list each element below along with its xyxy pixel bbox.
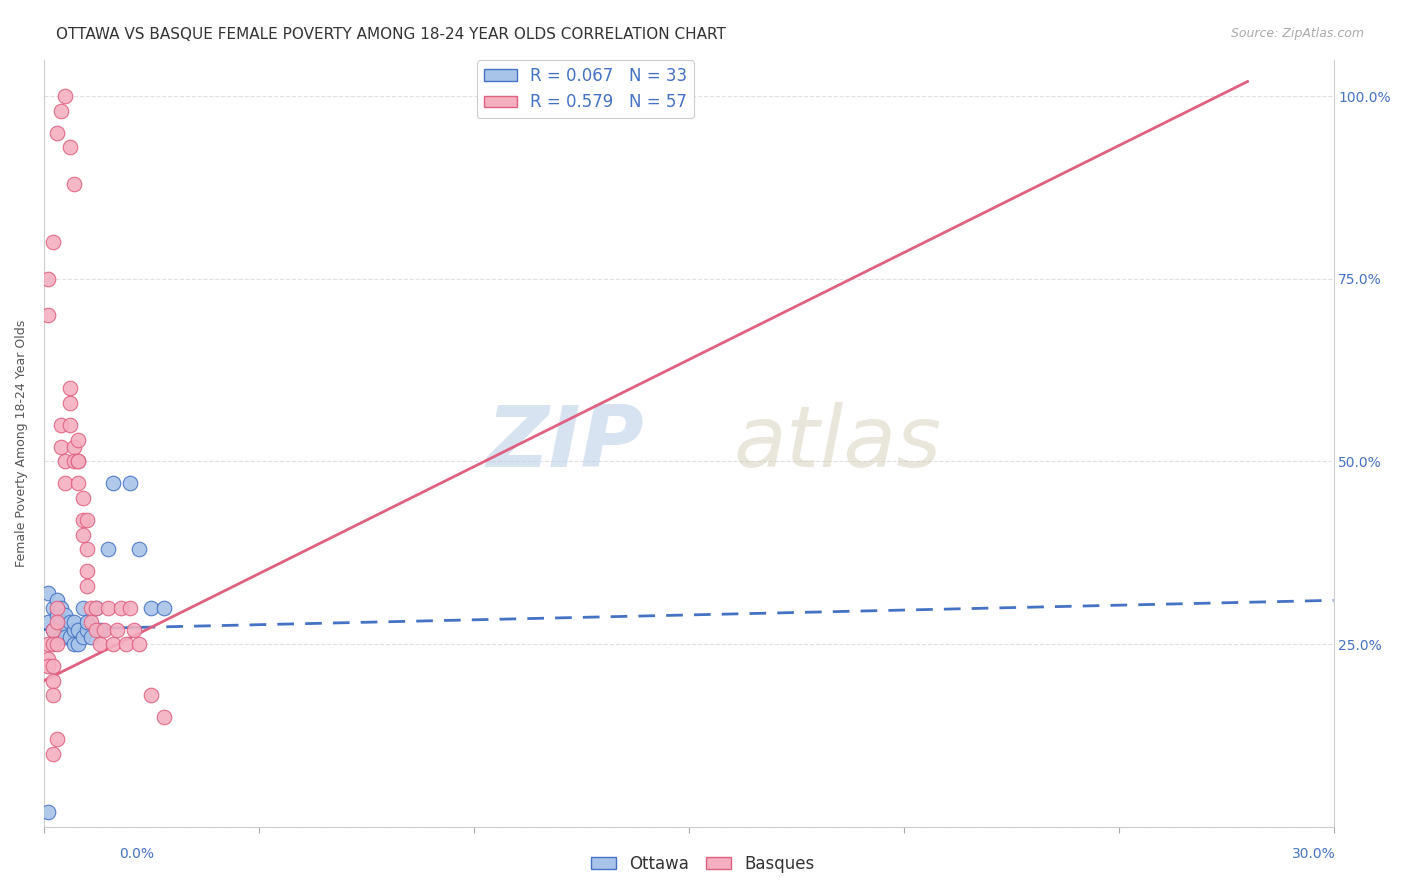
Point (89, 623, 111, 637)
Text: 30.0%: 30.0% (1292, 847, 1336, 861)
Point (37, 309, 59, 323)
Point (72, 630, 94, 644)
Text: atlas: atlas (734, 401, 942, 484)
Point (153, 600, 176, 615)
Point (45, 615, 67, 630)
Point (59, 630, 82, 644)
Point (153, 710, 176, 724)
Point (45, 593, 67, 607)
Point (55, 623, 77, 637)
Point (93, 623, 115, 637)
Point (76, 579, 98, 593)
Point (59, 396, 82, 410)
Point (51, 103, 73, 118)
Point (67, 454, 90, 468)
Point (45, 607, 67, 622)
Point (41, 659, 63, 673)
Point (55, 89, 77, 103)
Point (63, 623, 86, 637)
Point (45, 637, 67, 651)
Point (114, 637, 136, 651)
Point (72, 491, 94, 505)
Point (37, 637, 59, 651)
Point (37, 272, 59, 286)
Point (72, 600, 94, 615)
Point (72, 513, 94, 527)
Point (67, 433, 90, 447)
Point (55, 454, 77, 468)
Point (80, 630, 103, 644)
Point (97, 542, 120, 557)
Point (80, 600, 103, 615)
Point (55, 630, 77, 644)
Legend: Ottawa, Basques: Ottawa, Basques (585, 848, 821, 880)
Point (141, 600, 163, 615)
Point (84, 600, 107, 615)
Point (63, 615, 86, 630)
Point (59, 140, 82, 154)
Point (41, 623, 63, 637)
Point (118, 600, 141, 615)
Point (55, 476, 77, 491)
Point (41, 673, 63, 688)
Point (84, 600, 107, 615)
Point (97, 600, 120, 615)
Point (59, 417, 82, 432)
Point (59, 615, 82, 630)
Point (76, 564, 98, 578)
Point (55, 607, 77, 622)
Point (45, 732, 67, 747)
Point (76, 513, 98, 527)
Legend: R = 0.067   N = 33, R = 0.579   N = 57: R = 0.067 N = 33, R = 0.579 N = 57 (477, 61, 695, 118)
Point (37, 615, 59, 630)
Point (37, 586, 59, 600)
Point (45, 600, 67, 615)
Point (51, 630, 73, 644)
Text: OTTAWA VS BASQUE FEMALE POVERTY AMONG 18-24 YEAR OLDS CORRELATION CHART: OTTAWA VS BASQUE FEMALE POVERTY AMONG 18… (56, 27, 725, 42)
Point (67, 637, 90, 651)
Point (41, 689, 63, 703)
Point (45, 126, 67, 140)
Point (63, 454, 86, 468)
Point (51, 600, 73, 615)
Y-axis label: Female Poverty Among 18-24 Year Olds: Female Poverty Among 18-24 Year Olds (15, 319, 28, 566)
Text: Source: ZipAtlas.com: Source: ZipAtlas.com (1230, 27, 1364, 40)
Point (63, 440, 86, 454)
Point (37, 805, 59, 820)
Point (63, 637, 86, 651)
Point (63, 177, 86, 191)
Point (101, 476, 124, 491)
Point (76, 623, 98, 637)
Point (37, 659, 59, 673)
Point (41, 637, 63, 651)
Point (80, 615, 103, 630)
Point (41, 235, 63, 250)
Point (128, 637, 150, 651)
Point (67, 623, 90, 637)
Text: 0.0%: 0.0% (120, 847, 155, 861)
Point (101, 637, 124, 651)
Point (76, 615, 98, 630)
Point (84, 623, 107, 637)
Point (51, 417, 73, 432)
Point (122, 623, 145, 637)
Point (41, 600, 63, 615)
Point (141, 689, 163, 703)
Point (51, 615, 73, 630)
Point (128, 542, 150, 557)
Point (72, 527, 94, 541)
Point (118, 476, 141, 491)
Text: ZIP: ZIP (486, 401, 644, 484)
Point (76, 542, 98, 557)
Point (59, 381, 82, 395)
Point (110, 600, 132, 615)
Point (37, 652, 59, 666)
Point (41, 747, 63, 761)
Point (67, 454, 90, 468)
Point (105, 623, 128, 637)
Point (89, 637, 111, 651)
Point (51, 440, 73, 454)
Point (41, 623, 63, 637)
Point (67, 476, 90, 491)
